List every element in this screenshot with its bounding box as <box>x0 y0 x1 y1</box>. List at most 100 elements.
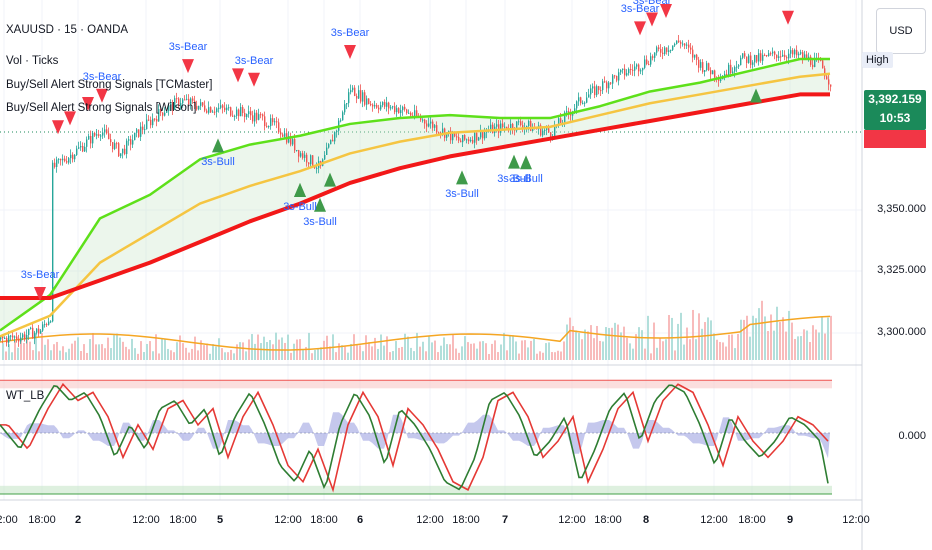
volume-bar <box>452 334 454 360</box>
volume-bar <box>20 339 22 360</box>
volume-bar <box>230 349 232 360</box>
volume-bar <box>692 309 694 360</box>
candle-body <box>684 43 686 46</box>
candle-body <box>344 104 346 113</box>
volume-bar <box>344 346 346 360</box>
oscillator-legend[interactable]: WT_LB <box>6 390 45 402</box>
candle-body <box>704 70 706 72</box>
candle-body <box>242 107 244 113</box>
volume-bar <box>80 351 82 360</box>
volume-bar <box>695 339 697 360</box>
bear-signal-arrow <box>182 59 194 74</box>
candle-body <box>22 334 24 338</box>
candle-body <box>662 52 664 55</box>
candle-body <box>210 107 212 113</box>
candle-body <box>308 162 310 165</box>
candle-body <box>680 42 682 44</box>
candle-body <box>746 56 748 63</box>
candle-body <box>182 99 184 104</box>
candle-body <box>292 139 294 145</box>
volume-bar <box>569 317 571 360</box>
candle-body <box>404 106 406 110</box>
volume-bar <box>347 352 349 360</box>
volume-bar <box>782 317 784 360</box>
volume-bar <box>59 350 61 360</box>
candle-body <box>528 121 530 126</box>
candle-body <box>282 134 284 137</box>
volume-bar <box>407 336 409 360</box>
volume-bar <box>11 352 13 360</box>
volume-bar <box>158 353 160 360</box>
volume-bar <box>323 340 325 360</box>
candle-body <box>150 119 152 126</box>
candle-body <box>614 75 616 77</box>
volume-bar <box>335 352 337 360</box>
volume-bar <box>725 346 727 360</box>
volume-bar <box>803 329 805 360</box>
candle-body <box>476 132 478 141</box>
candle-body <box>584 102 586 104</box>
volume-bar <box>71 343 73 360</box>
candle-body <box>728 64 730 76</box>
candle-body <box>188 98 190 105</box>
candle-body <box>758 53 760 62</box>
candle-body <box>496 124 498 127</box>
volume-bar <box>221 348 223 360</box>
volume-bar <box>578 332 580 360</box>
candle-body <box>382 102 384 106</box>
candle-body <box>632 69 634 71</box>
candle-body <box>126 140 128 155</box>
volume-bar <box>263 336 265 360</box>
volume-bar <box>815 329 817 360</box>
candle-body <box>574 108 576 112</box>
candle-body <box>18 339 20 342</box>
candle-body <box>112 142 114 150</box>
candle-body <box>352 87 354 91</box>
volume-bar <box>527 347 529 360</box>
volume-bar <box>545 343 547 360</box>
volume-bar <box>632 348 634 360</box>
volume-bar <box>542 352 544 360</box>
volume-bar <box>488 353 490 360</box>
volume-legend[interactable]: Vol · Ticks <box>6 55 59 67</box>
candle-body <box>726 73 728 76</box>
volume-bar <box>215 346 217 360</box>
volume-bar <box>92 332 94 360</box>
volume-bar <box>686 327 688 360</box>
ema-fast-line <box>0 57 830 332</box>
volume-bar <box>827 317 829 360</box>
candle-body <box>826 76 828 80</box>
candle-body <box>636 64 638 67</box>
bull-signal-arrow <box>294 182 306 197</box>
candle-body <box>274 121 276 123</box>
candle-body <box>82 146 84 152</box>
candle-body <box>336 130 338 133</box>
candle-body <box>400 110 402 114</box>
candle-body <box>696 54 698 60</box>
candle-body <box>184 99 186 101</box>
volume-bar <box>806 330 808 360</box>
volume-bar <box>197 350 199 360</box>
time-tick: 9 <box>786 514 794 526</box>
volume-bar <box>377 348 379 360</box>
indicator-legend-tcmaster[interactable]: Buy/Sell Alert Strong Signals [TCMaster] <box>6 79 213 91</box>
symbol-title[interactable]: XAUUSD · 15 · OANDA <box>6 24 129 36</box>
ema-lines <box>0 57 831 338</box>
candle-body <box>102 132 104 136</box>
volume-bar <box>470 343 472 360</box>
candle-body <box>192 98 194 101</box>
candle-body <box>462 135 464 143</box>
volume-bar <box>2 343 4 360</box>
volume-bar <box>113 335 115 360</box>
candle-body <box>510 123 512 131</box>
currency-selector[interactable]: USD <box>876 8 926 54</box>
indicator-legend-wilson[interactable]: Buy/Sell Alert Strong Signals [Wilson] <box>6 102 197 114</box>
candle-body <box>272 118 274 123</box>
candle-body <box>750 55 752 65</box>
candle-body <box>116 143 118 145</box>
candle-body <box>800 52 802 54</box>
volume-bar <box>152 351 154 360</box>
candle-body <box>410 112 412 116</box>
bear-signal-arrow <box>634 21 646 36</box>
